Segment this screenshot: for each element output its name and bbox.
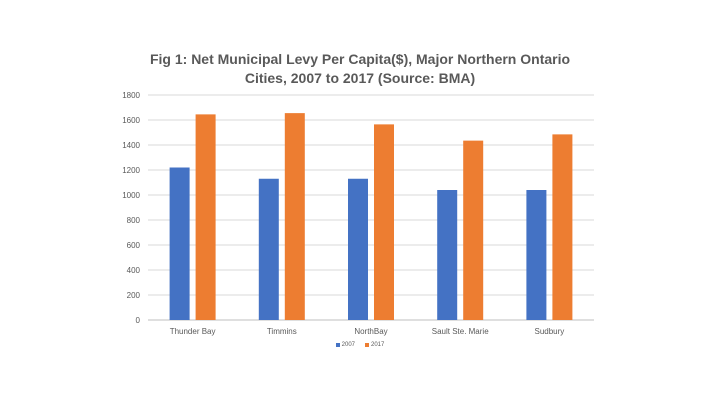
bar-2017-1 bbox=[284, 113, 305, 320]
y-tick-label-200: 200 bbox=[127, 291, 141, 300]
y-tick-label-600: 600 bbox=[127, 241, 141, 250]
y-tick-label-1400: 1400 bbox=[122, 141, 140, 150]
y-tick-label-1600: 1600 bbox=[122, 116, 140, 125]
legend-label-2007: 2007 bbox=[341, 342, 355, 348]
legend-swatch-2017 bbox=[365, 343, 369, 347]
x-category-label-2: NorthBay bbox=[354, 327, 387, 336]
legend-item-2007: 2007 bbox=[335, 342, 355, 348]
legend-swatch-2007 bbox=[335, 343, 340, 347]
chart-title-line-1: Fig 1: Net Municipal Levy Per Capita($),… bbox=[149, 51, 571, 67]
y-tick-label-1000: 1000 bbox=[122, 191, 140, 200]
chart-legend: 2007 2017 bbox=[0, 342, 720, 348]
bar-2017-3 bbox=[463, 140, 484, 320]
y-tick-label-1200: 1200 bbox=[122, 166, 140, 175]
x-category-label-4: Sudbury bbox=[535, 327, 565, 336]
bar-2017-4 bbox=[552, 134, 573, 320]
chart-title-line-2: Cities, 2007 to 2017 (Source: BMA) bbox=[244, 70, 476, 86]
x-category-label-1: Timmins bbox=[267, 327, 297, 336]
x-category-label-0: Thunder Bay bbox=[170, 327, 216, 336]
legend-label-2017: 2017 bbox=[371, 342, 385, 348]
chart-title: Fig 1: Net Municipal Levy Per Capita($),… bbox=[0, 50, 720, 88]
bar-2007-2 bbox=[348, 178, 368, 320]
bar-2007-0 bbox=[169, 167, 190, 320]
bar-2017-0 bbox=[195, 114, 216, 320]
bar-2007-4 bbox=[526, 190, 547, 320]
bar-2017-2 bbox=[374, 124, 394, 320]
y-tick-label-1800: 1800 bbox=[122, 91, 140, 100]
y-tick-label-0: 0 bbox=[136, 316, 141, 325]
bar-2007-3 bbox=[437, 190, 458, 320]
y-tick-label-800: 800 bbox=[127, 216, 141, 225]
y-tick-label-400: 400 bbox=[127, 266, 141, 275]
legend-item-2017: 2017 bbox=[365, 342, 384, 348]
bar-2007-1 bbox=[258, 178, 279, 320]
x-category-label-3: Sault Ste. Marie bbox=[432, 327, 489, 336]
